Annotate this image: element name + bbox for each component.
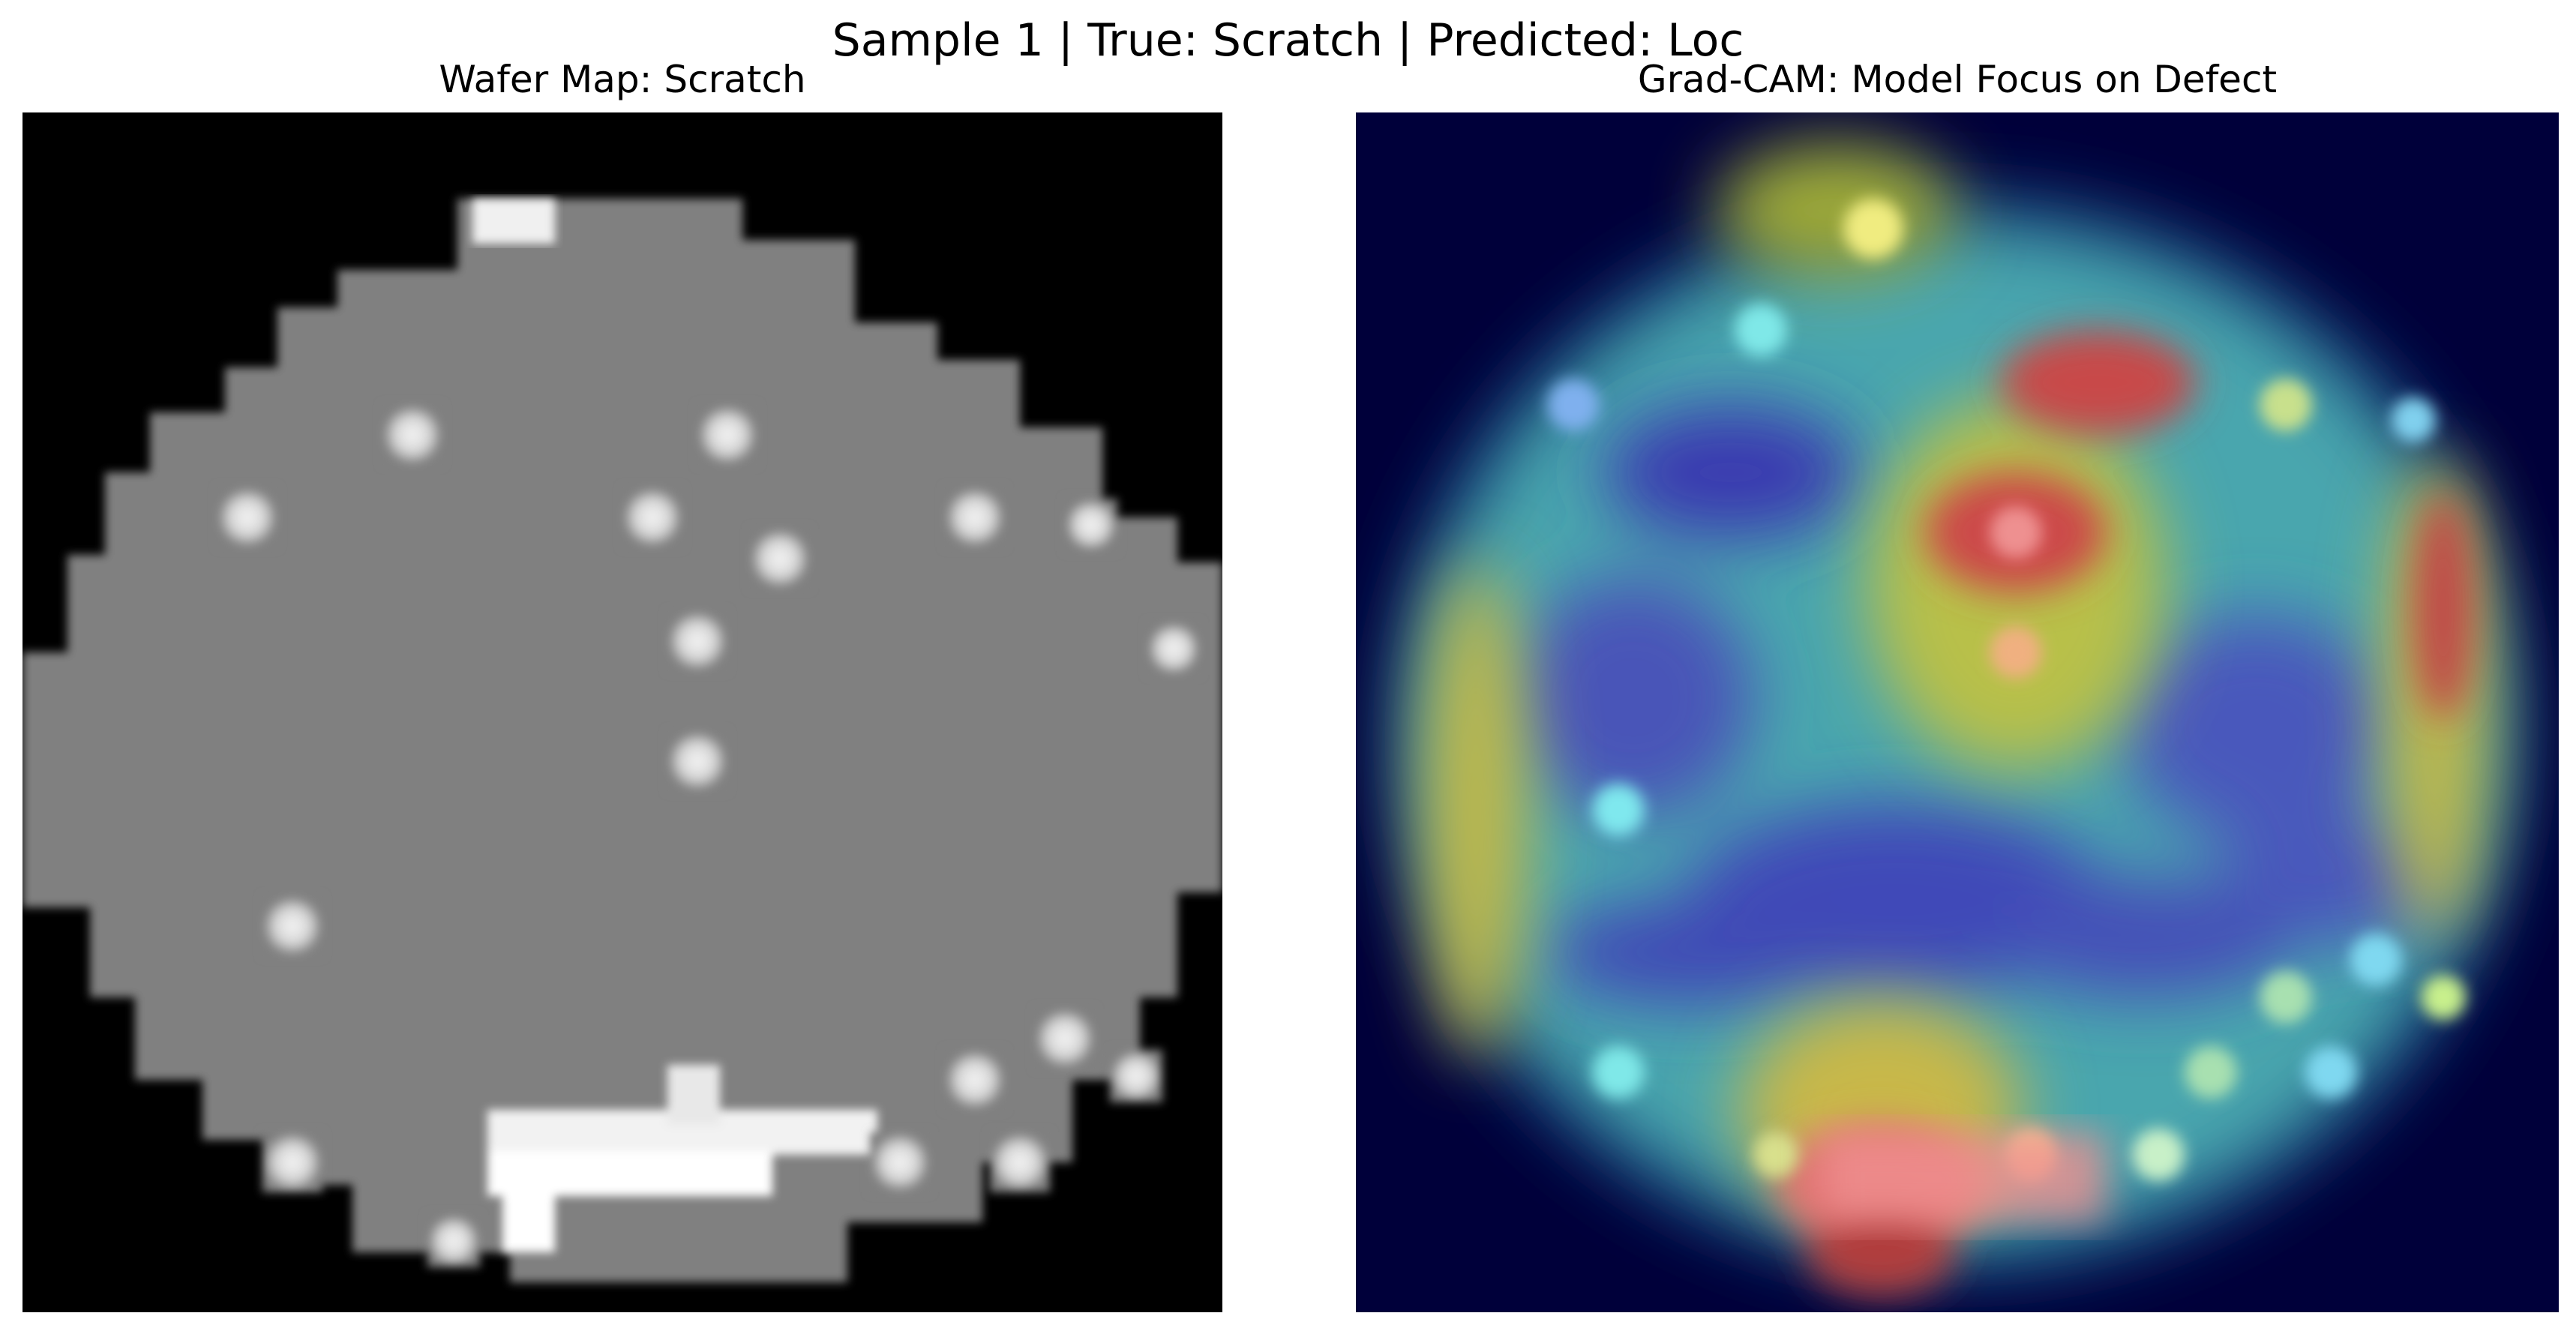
gradcam-title: Grad-CAM: Model Focus on Defect [1637, 58, 2278, 101]
scratch-defect [487, 1065, 877, 1252]
gradcam-svg [1356, 112, 2559, 1312]
wafer-map-image [22, 112, 1222, 1312]
figure-title: Sample 1 | True: Scratch | Predicted: Lo… [832, 14, 1744, 67]
edge-defect-top [472, 199, 555, 244]
scratch-overlay [1821, 1132, 2106, 1222]
wafer-body [22, 199, 1222, 1282]
gradcam-heatmap [1356, 112, 2559, 1312]
wafer-map-title: Wafer Map: Scratch [439, 58, 806, 101]
defect-dots [217, 405, 1200, 1267]
low-activation-regions [1513, 405, 2443, 1005]
wafer-map-svg [22, 199, 1222, 1282]
